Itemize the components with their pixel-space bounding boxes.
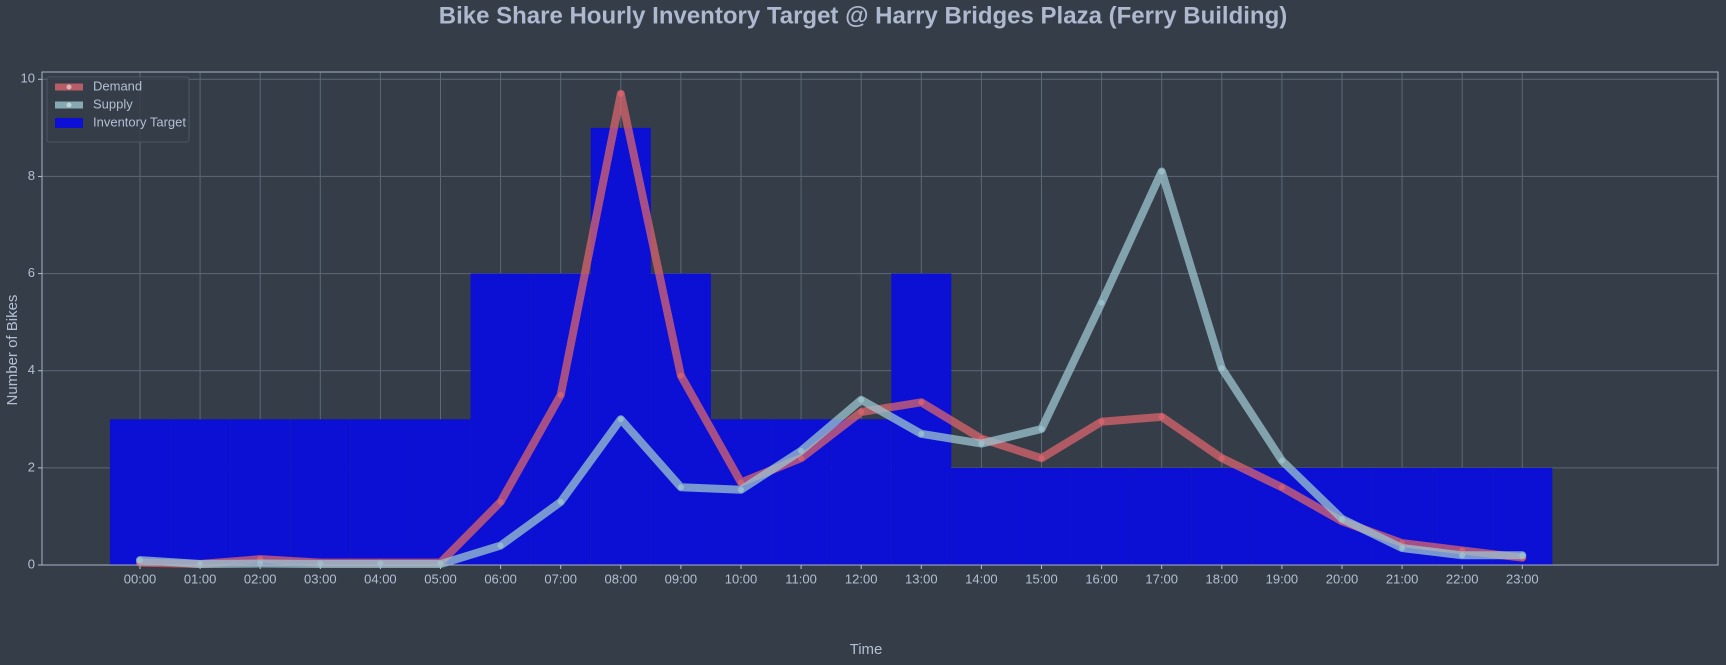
line-marker — [1038, 426, 1045, 432]
chart-title: Bike Share Hourly Inventory Target @ Har… — [439, 2, 1288, 29]
legend-marker — [66, 84, 72, 90]
x-tick-label: 06:00 — [484, 571, 517, 586]
line-marker — [1459, 552, 1466, 559]
x-tick-label: 23:00 — [1506, 571, 1539, 586]
line-marker — [738, 479, 744, 486]
x-tick-label: 22:00 — [1446, 571, 1479, 586]
line-marker — [918, 399, 925, 406]
x-tick-label: 02:00 — [244, 571, 277, 586]
line-marker — [858, 409, 865, 415]
bar — [170, 419, 231, 565]
x-tick-label: 10:00 — [725, 571, 758, 586]
y-axis-label: Number of Bikes — [4, 295, 21, 406]
x-tick-label: 04:00 — [364, 571, 397, 586]
bar — [1492, 467, 1553, 565]
bar — [109, 419, 171, 565]
x-tick-label: 01:00 — [184, 571, 217, 586]
line-marker — [1218, 365, 1225, 372]
legend-swatch — [55, 118, 83, 128]
x-axis-label: Time — [850, 641, 883, 658]
x-tick-label: 08:00 — [605, 571, 638, 586]
y-tick-label: 2 — [28, 459, 35, 474]
y-tick-label: 6 — [28, 265, 35, 280]
line-marker — [317, 561, 324, 568]
line-marker — [1098, 299, 1105, 306]
x-tick-label: 05:00 — [424, 571, 457, 586]
x-tick-label: 16:00 — [1085, 571, 1118, 586]
x-tick-label: 15:00 — [1025, 571, 1058, 586]
line-marker — [257, 560, 264, 567]
line-marker — [798, 455, 805, 462]
legend-label: Inventory Target — [93, 114, 186, 129]
line-marker — [1278, 484, 1285, 491]
x-tick-label: 20:00 — [1326, 571, 1359, 586]
bar — [1011, 467, 1072, 565]
x-tick-label: 18:00 — [1206, 571, 1239, 586]
x-tick-label: 21:00 — [1386, 571, 1419, 586]
line-marker — [798, 447, 805, 454]
plot-frame — [41, 71, 1719, 566]
line-marker — [1038, 455, 1045, 462]
line — [136, 167, 1527, 569]
line-marker — [1339, 515, 1345, 522]
y-tick-label: 0 — [28, 556, 35, 571]
line-marker — [377, 561, 384, 568]
x-tick-label: 07:00 — [544, 571, 577, 586]
bar — [1191, 467, 1252, 565]
line-marker — [557, 392, 564, 398]
line-marker — [617, 90, 624, 97]
bar — [350, 419, 411, 565]
x-tick-label: 13:00 — [905, 571, 938, 586]
x-tick-label: 19:00 — [1266, 571, 1299, 586]
line-marker — [497, 542, 504, 549]
line-marker — [1158, 168, 1165, 175]
line-marker — [137, 557, 143, 564]
line-marker — [918, 430, 925, 437]
y-tick-label: 8 — [28, 168, 35, 183]
x-tick-label: 17:00 — [1145, 571, 1178, 586]
x-tick-label: 11:00 — [785, 571, 817, 586]
legend-marker — [66, 102, 72, 108]
line-marker — [1218, 455, 1225, 462]
line-marker — [1098, 418, 1105, 425]
legend-label: Demand — [93, 78, 142, 93]
line-marker — [617, 416, 624, 423]
line-marker — [557, 498, 564, 505]
bar — [1131, 467, 1192, 565]
y-tick-label: 4 — [28, 362, 35, 377]
line-marker — [437, 561, 444, 568]
bar — [951, 467, 1012, 565]
line-marker — [1278, 457, 1285, 464]
x-tick-label: 00:00 — [124, 571, 157, 586]
line-marker — [1519, 552, 1526, 559]
bar — [831, 419, 892, 565]
x-tick-label: 12:00 — [845, 571, 878, 586]
x-tick-label: 03:00 — [304, 571, 337, 586]
bar — [290, 419, 351, 565]
x-tick-label: 09:00 — [665, 571, 698, 586]
bar — [1071, 467, 1132, 565]
line-marker — [497, 498, 504, 505]
line-marker — [197, 561, 204, 568]
line-marker — [677, 372, 684, 379]
legend-label: Supply — [93, 96, 133, 111]
line-marker — [978, 440, 985, 447]
y-tick-label: 10 — [21, 71, 35, 86]
line-marker — [1158, 413, 1165, 420]
line-marker — [738, 486, 744, 493]
line-marker — [677, 484, 684, 491]
line-marker — [1399, 545, 1406, 551]
x-tick-label: 14:00 — [965, 571, 998, 586]
line-marker — [858, 396, 865, 403]
bar — [230, 419, 291, 565]
